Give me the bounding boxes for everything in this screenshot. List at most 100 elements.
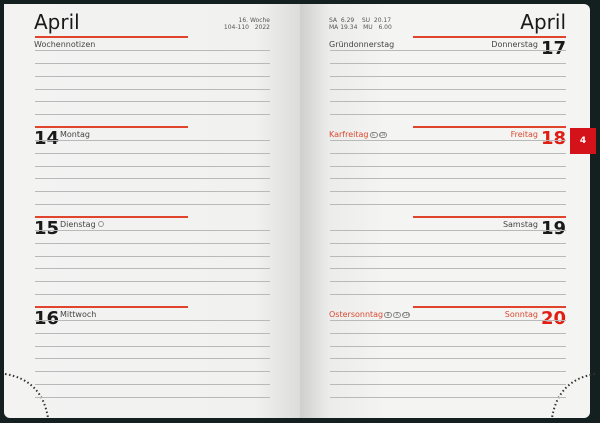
ruled-line (35, 178, 270, 179)
day-name: Samstag (502, 220, 538, 229)
ruled-line (330, 50, 566, 51)
ruled-line (35, 358, 270, 359)
region-badge: CH (402, 311, 411, 318)
ruled-line (330, 333, 566, 334)
day-number: 14 (34, 128, 60, 149)
day-name: Freitag (510, 130, 538, 139)
holiday-text: Ostersonntag (329, 310, 384, 319)
ruled-line (330, 63, 566, 64)
week-label: 16. Woche (238, 17, 271, 24)
region-badge: A (393, 311, 402, 318)
ruled-line (35, 268, 270, 269)
weekly-notes-label: Wochennotizen (34, 40, 96, 49)
ruled-line (330, 256, 566, 257)
corner-stitching-left (4, 373, 49, 419)
ruled-line (35, 294, 270, 295)
day-number: 16 (34, 308, 60, 329)
ruled-line (35, 256, 270, 257)
ruled-line (330, 320, 566, 321)
day-name: Donnerstag (491, 40, 538, 49)
ruled-line (330, 268, 566, 269)
day-name: Dienstag (60, 220, 105, 229)
day-number: 19 (540, 218, 566, 239)
ruled-line (35, 333, 270, 334)
ruled-line (330, 230, 566, 231)
ruled-line (35, 166, 270, 167)
ruled-line (330, 191, 566, 192)
moonset-value: 6.00 (378, 24, 392, 31)
ruled-line (35, 281, 270, 282)
ruled-line (330, 178, 566, 179)
day-number: 20 (540, 308, 566, 329)
ruled-line (35, 384, 270, 385)
section-divider (35, 36, 188, 38)
day-range: 104-110 (223, 24, 249, 31)
day-number: 18 (540, 128, 566, 149)
day-name: Mittwoch (60, 310, 97, 319)
region-badge: CH (378, 131, 387, 138)
left-page (4, 4, 300, 418)
month-title-right: April (520, 10, 566, 34)
section-divider (413, 306, 566, 308)
ruled-line (330, 358, 566, 359)
ruled-line (35, 191, 270, 192)
region-badge: E (369, 131, 378, 138)
day-number: 17 (540, 38, 566, 59)
ruled-line (330, 153, 566, 154)
year: 2022 (254, 24, 270, 31)
ruled-line (35, 230, 270, 231)
day-name: Montag (60, 130, 90, 139)
sunrise-label: SA (329, 17, 338, 24)
sun-moon-times: SA 6.29 SU 20.17 MA 19.34 MU 6.00 (329, 17, 392, 31)
ruled-line (35, 243, 270, 244)
ruled-line (35, 153, 270, 154)
holiday-label: Gründonnerstag (329, 40, 395, 49)
ruled-line (35, 76, 270, 77)
ruled-line (35, 320, 270, 321)
section-divider (35, 306, 188, 308)
ruled-line (330, 76, 566, 77)
day-name-text: Dienstag (60, 220, 96, 229)
moonset-label: MU (363, 24, 373, 31)
section-divider (35, 126, 188, 128)
moonrise-label: MA (329, 24, 339, 31)
ruled-line (330, 101, 566, 102)
day-number: 15 (34, 218, 60, 239)
sunrise-value: 6.29 (340, 17, 355, 24)
corner-stitching-right (551, 373, 596, 419)
ruled-line (35, 204, 270, 205)
ruled-line (35, 101, 270, 102)
ruled-line (330, 89, 566, 90)
ruled-line (330, 281, 566, 282)
moon-phase-icon (98, 221, 105, 227)
section-divider (413, 126, 566, 128)
sunset-value: 20.17 (373, 17, 392, 24)
ruled-line (330, 204, 566, 205)
section-divider (35, 216, 188, 218)
sunset-label: SU (361, 17, 371, 24)
ruled-line (35, 397, 270, 398)
ruled-line (330, 114, 566, 115)
holiday-label: Karfreitag E CH (329, 130, 387, 139)
month-title-left: April (34, 10, 80, 34)
section-divider (413, 216, 566, 218)
ruled-line (330, 166, 566, 167)
holiday-label: Ostersonntag B A CH (329, 310, 411, 319)
ruled-line (35, 63, 270, 64)
month-tab[interactable]: 4 (570, 128, 596, 154)
ruled-line (35, 140, 270, 141)
ruled-line (330, 346, 566, 347)
right-page (300, 4, 590, 418)
ruled-line (330, 384, 566, 385)
week-info: 16. Woche 104-110 2022 (200, 17, 270, 31)
section-divider (413, 36, 566, 38)
ruled-line (330, 397, 566, 398)
holiday-text: Karfreitag (329, 130, 369, 139)
ruled-line (330, 243, 566, 244)
region-badge: B (384, 311, 393, 318)
day-name: Sonntag (504, 310, 538, 319)
ruled-line (35, 50, 270, 51)
moonrise-value: 19.34 (340, 24, 358, 31)
ruled-line (330, 140, 566, 141)
ruled-line (330, 294, 566, 295)
